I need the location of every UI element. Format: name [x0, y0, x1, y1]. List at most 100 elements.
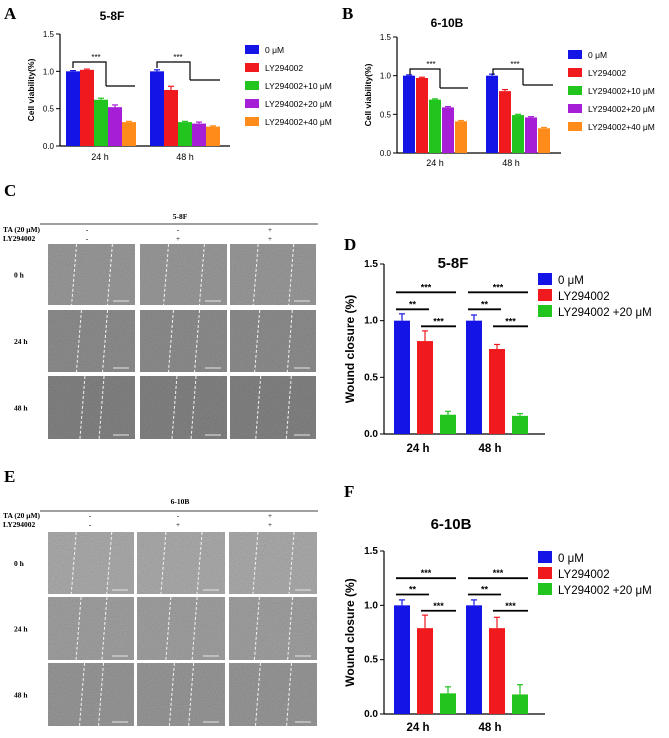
- y-tick-label: 1.0: [380, 72, 392, 81]
- y-tick-label: 0.0: [380, 149, 392, 158]
- treatment-sign: -: [177, 225, 180, 234]
- wound-edge-line: [79, 375, 86, 440]
- x-tick-label: 24 h: [406, 722, 429, 733]
- significance-mark: ***: [433, 316, 444, 326]
- wound-edge-line: [198, 243, 205, 306]
- y-tick-label: 1.0: [364, 600, 378, 611]
- x-tick-label: 48 h: [478, 722, 501, 733]
- treatment-label-ly: LY294002: [3, 234, 35, 243]
- significance-mark: ***: [505, 601, 516, 611]
- x-tick-label: 48 h: [478, 443, 501, 455]
- treatment-sign: +: [176, 520, 180, 529]
- y-axis-label: Cell viability(%): [26, 58, 36, 121]
- chart-title: 5-8F: [438, 255, 469, 272]
- wound-edge-line: [75, 309, 82, 373]
- chart-f: 6-10B 0.0 0.5 1.0 1.5 Wound closure (%) 24 h 48…: [343, 516, 652, 734]
- micrograph-image: [137, 597, 225, 660]
- significance-mark: ***: [493, 568, 504, 578]
- timepoint-label: 0 h: [14, 559, 25, 568]
- legend-label: LY294002: [588, 68, 626, 78]
- significance-bracket: [492, 68, 553, 86]
- significance-mark: ***: [493, 282, 504, 292]
- bar-1-0: [486, 75, 498, 153]
- chart-title: 6-10B: [431, 516, 472, 533]
- significance-bracket: [156, 61, 220, 81]
- y-tick-label: 0.0: [364, 429, 378, 440]
- y-tick-label: 0.0: [364, 709, 378, 720]
- significance-mark: ***: [421, 568, 432, 578]
- wound-edge-line: [75, 596, 82, 661]
- treatment-label-ta: TA (20 μM): [3, 511, 41, 520]
- treatment-sign: +: [268, 225, 272, 234]
- legend-swatch: [538, 567, 552, 579]
- wound-edge-line: [288, 531, 295, 595]
- bar-0-1: [417, 628, 433, 714]
- micrograph-image: [140, 244, 227, 305]
- micrograph-image: [140, 376, 227, 439]
- legend-swatch: [245, 63, 259, 72]
- bar-1-2: [512, 415, 528, 434]
- timepoint-label: 48 h: [14, 691, 28, 700]
- bar-0-4: [122, 122, 136, 146]
- micrograph-image: [229, 532, 317, 594]
- treatment-sign: +: [268, 520, 272, 529]
- micrograph-image: [229, 597, 317, 660]
- wound-edge-line: [190, 375, 197, 440]
- wound-edge-line: [252, 531, 259, 595]
- bar-1-4: [538, 128, 550, 153]
- legend-swatch: [568, 50, 582, 59]
- chart-b: 6-10B 0.0 0.5 1.0 1.5 Cell viability(%) 24 h 48…: [363, 16, 655, 168]
- treatment-sign: +: [176, 234, 180, 243]
- treatment-sign: +: [268, 511, 272, 520]
- significance-mark: **: [409, 584, 417, 594]
- timepoint-label: 24 h: [14, 337, 28, 346]
- panel-label-d: D: [344, 235, 356, 254]
- micrograph-image: [140, 310, 227, 372]
- treatment-sign: +: [268, 234, 272, 243]
- bar-1-2: [512, 115, 524, 153]
- wound-edge-line: [71, 243, 78, 306]
- significance-mark: ***: [505, 316, 516, 326]
- legend-swatch: [245, 99, 259, 108]
- wound-edge-line: [255, 375, 262, 440]
- grid-title: 5-8F: [173, 212, 188, 221]
- legend-label: LY294002+10 μM: [588, 86, 655, 96]
- y-tick-label: 0.5: [364, 372, 378, 383]
- y-tick-label: 1.0: [364, 316, 378, 327]
- wound-edge-line: [191, 596, 198, 661]
- wound-edge-line: [106, 243, 113, 306]
- y-tick-label: 0.5: [364, 655, 378, 666]
- bar-1-1: [489, 349, 505, 434]
- legend-label: 0 μM: [558, 275, 584, 287]
- chart-title: 5-8F: [100, 9, 125, 23]
- treatment-label-ta: TA (20 μM): [3, 225, 41, 234]
- significance-mark: ***: [91, 53, 100, 62]
- wound-edge-line: [285, 375, 292, 440]
- wound-edge-line: [254, 309, 261, 373]
- wound-edge-line: [165, 596, 172, 661]
- x-tick-label: 48 h: [502, 158, 520, 168]
- micrograph-image: [229, 663, 317, 726]
- chart-title: 6-10B: [431, 16, 464, 30]
- legend-label: 0 μM: [588, 50, 607, 60]
- legend-swatch: [538, 551, 552, 563]
- wound-edge-line: [160, 531, 167, 595]
- wound-edge-line: [287, 596, 294, 661]
- bar-0-2: [429, 99, 441, 153]
- significance-mark: ***: [421, 282, 432, 292]
- panel-label-b: B: [342, 4, 353, 23]
- micrograph-image: [137, 532, 225, 594]
- legend-swatch: [538, 273, 552, 285]
- timepoint-label: 0 h: [14, 271, 25, 280]
- timepoint-label: 48 h: [14, 404, 28, 413]
- wound-edge-line: [254, 662, 261, 727]
- wound-edge-line: [286, 309, 293, 373]
- panel-label-c: C: [4, 181, 16, 200]
- significance-mark: ***: [510, 60, 519, 69]
- wound-edge-line: [106, 531, 113, 595]
- legend-label: 0 μM: [558, 553, 584, 565]
- panel-label-a: A: [4, 4, 17, 23]
- y-axis-label: Wound closure (%): [343, 295, 357, 403]
- bar-0-2: [440, 693, 456, 714]
